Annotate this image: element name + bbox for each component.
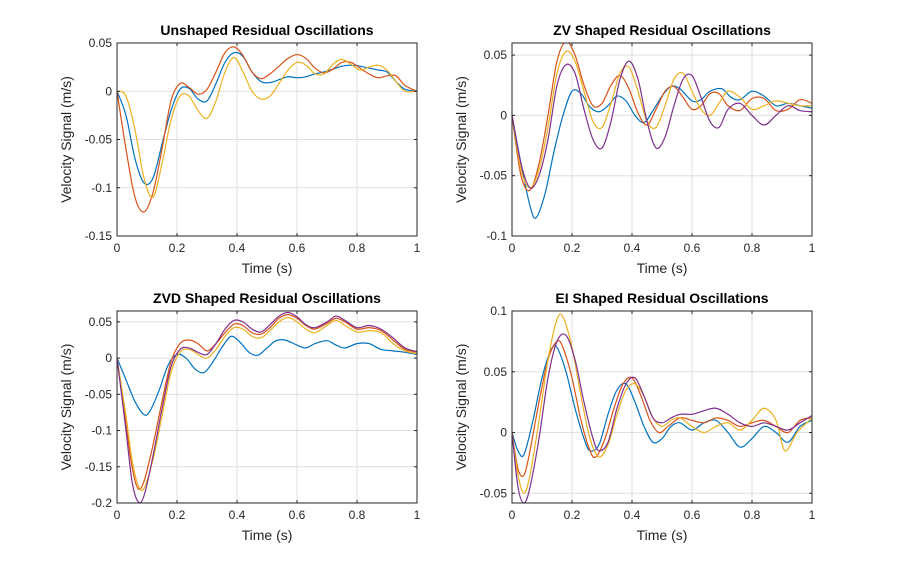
x-tick-label: 1: [414, 241, 421, 255]
x-tick-label: 0: [114, 241, 121, 255]
y-tick-label: 0: [500, 108, 507, 122]
series-line-4: [512, 333, 812, 503]
x-tick-label: 0.6: [684, 241, 701, 255]
y-axis-label: Velocity Signal (m/s): [453, 344, 469, 471]
y-tick-label: 0.05: [89, 36, 113, 50]
x-tick-label: 0.2: [169, 508, 186, 522]
x-tick-label: 0.4: [229, 241, 246, 255]
x-axis-label: Time (s): [242, 527, 293, 543]
x-tick-label: 0.4: [624, 508, 641, 522]
x-tick-label: 1: [414, 508, 421, 522]
y-tick-label: -0.05: [85, 387, 113, 401]
x-tick-label: 0.6: [289, 241, 306, 255]
x-tick-label: 0.6: [684, 508, 701, 522]
series-line-2: [117, 314, 417, 490]
x-tick-label: 0.2: [564, 508, 581, 522]
series-line-3: [117, 56, 417, 199]
x-tick-label: 1: [809, 241, 816, 255]
y-tick-label: -0.15: [85, 460, 113, 474]
y-axis-label: Velocity Signal (m/s): [58, 344, 74, 471]
plot-area: [511, 310, 813, 504]
x-axis-label: Time (s): [242, 260, 293, 276]
x-tick-label: 0.2: [564, 241, 581, 255]
y-tick-label: -0.1: [91, 424, 112, 438]
x-tick-label: 0: [509, 508, 516, 522]
series-line-1: [512, 85, 812, 219]
chart-title: ZV Shaped Residual Oscillations: [553, 22, 771, 38]
x-axis-label: Time (s): [637, 260, 688, 276]
y-axis-label: Velocity Signal (m/s): [58, 76, 74, 203]
x-tick-label: 1: [809, 508, 816, 522]
panel-zvd-shaped: 0 0.2 0.4 0.6 0.8 1 -0.2 -0.15 -0.1 -0.05 0 0.05 ZVD…: [58, 290, 421, 543]
panel-unshaped: 0 0.2 0.4 0.6 0.8 1 -0.15 -0.1 -0.05 0 0.05 Unshape…: [58, 22, 421, 276]
x-tick-label: 0.8: [744, 508, 761, 522]
y-tick-label: -0.05: [85, 133, 113, 147]
x-axis-label: Time (s): [637, 527, 688, 543]
series-line-2: [117, 46, 417, 213]
y-tick-label: -0.05: [480, 169, 508, 183]
y-tick-label: -0.15: [85, 229, 113, 243]
chart-title: ZVD Shaped Residual Oscillations: [153, 290, 381, 306]
series-line-3: [117, 316, 417, 492]
y-tick-label: 0: [500, 426, 507, 440]
x-tick-label: 0.8: [349, 508, 366, 522]
x-tick-label: 0.4: [624, 241, 641, 255]
series-line-3: [512, 313, 812, 494]
y-axis-label: Velocity Signal (m/s): [453, 76, 469, 203]
y-tick-label: -0.1: [486, 229, 507, 243]
y-tick-label: 0.1: [490, 304, 507, 318]
x-tick-label: 0: [114, 508, 121, 522]
y-tick-label: 0: [105, 84, 112, 98]
x-tick-label: 0.8: [349, 241, 366, 255]
series-line-1: [117, 335, 417, 416]
y-tick-label: 0.05: [484, 48, 508, 62]
y-tick-label: -0.05: [480, 486, 508, 500]
series-line-4: [117, 311, 417, 503]
chart-title: EI Shaped Residual Oscillations: [555, 290, 768, 306]
x-tick-label: 0.2: [169, 241, 186, 255]
x-tick-label: 0: [509, 241, 516, 255]
y-tick-label: 0.05: [89, 315, 113, 329]
series-line-2: [512, 43, 812, 192]
x-tick-label: 0.6: [289, 508, 306, 522]
chart-title: Unshaped Residual Oscillations: [160, 22, 373, 38]
y-tick-label: 0.05: [484, 365, 508, 379]
y-tick-label: 0: [105, 351, 112, 365]
y-tick-label: -0.1: [91, 181, 112, 195]
x-tick-label: 0.4: [229, 508, 246, 522]
panel-zv-shaped: 0 0.2 0.4 0.6 0.8 1 -0.1 -0.05 0 0.05 ZV Shaped Re…: [453, 22, 816, 276]
series-line-3: [512, 50, 812, 189]
x-tick-label: 0.8: [744, 241, 761, 255]
series-line-4: [512, 60, 812, 189]
y-tick-label: -0.2: [91, 496, 112, 510]
